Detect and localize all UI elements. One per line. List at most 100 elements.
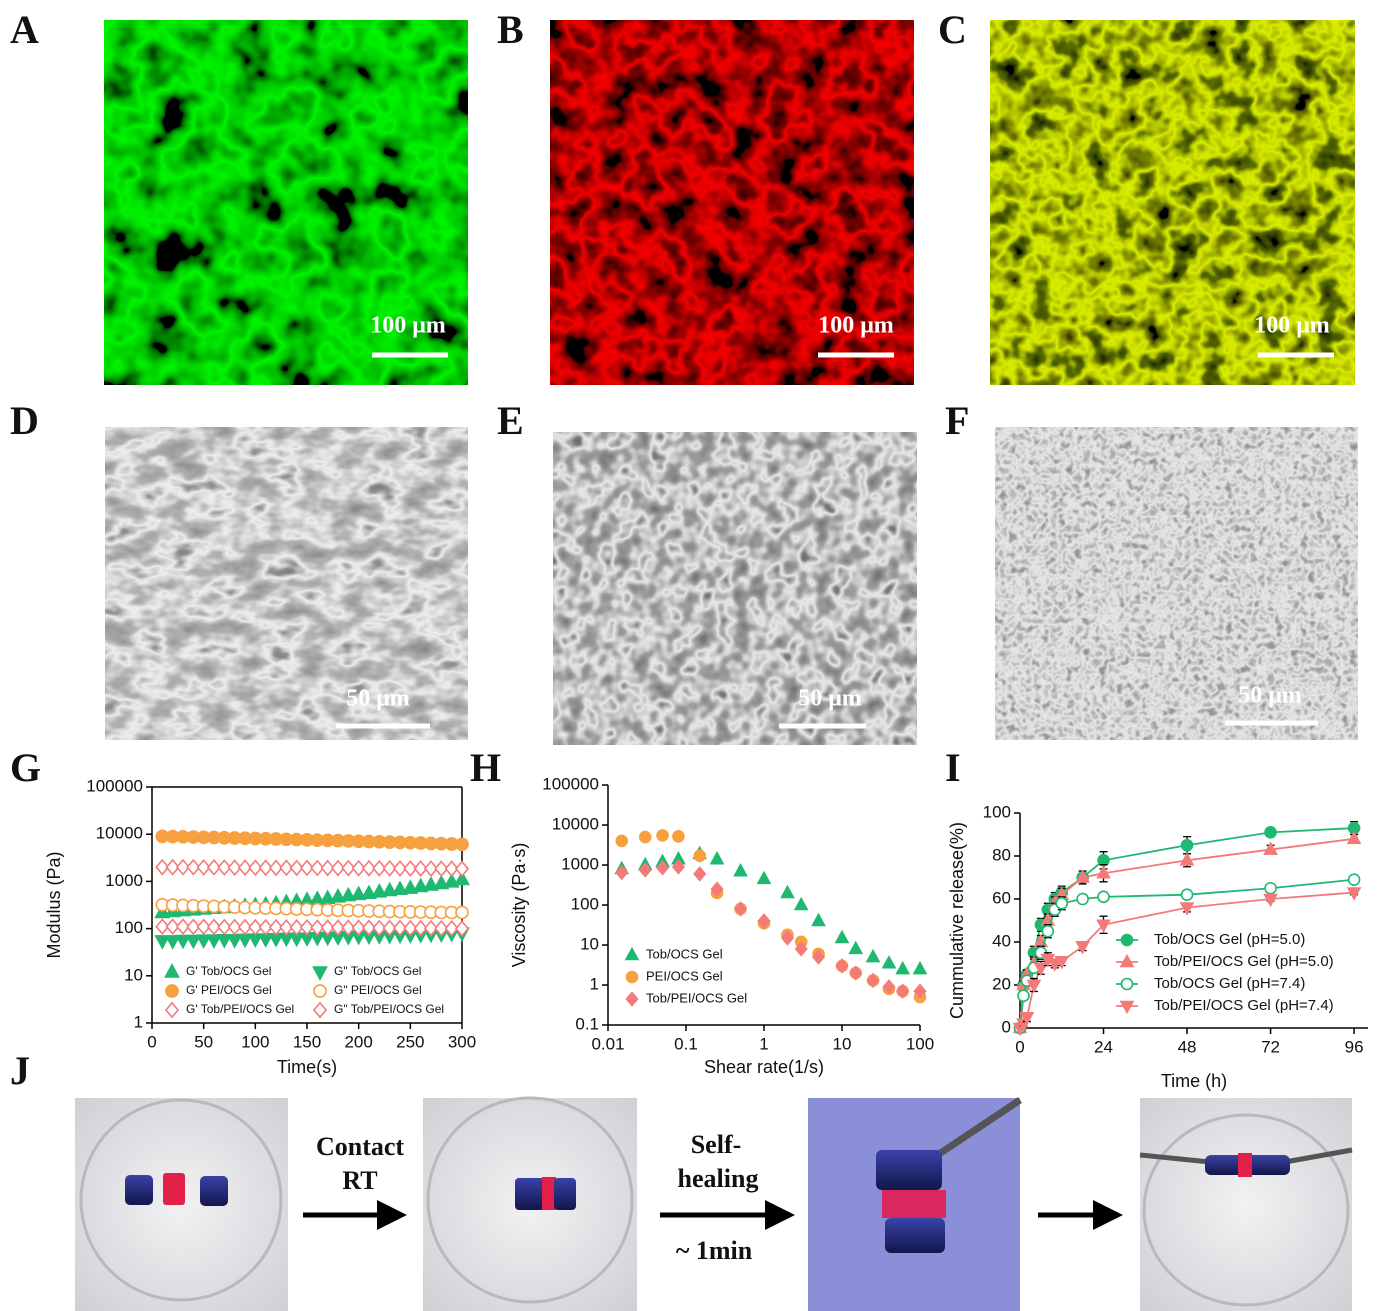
arrow-label: RT [342, 1166, 377, 1195]
marker [912, 960, 928, 975]
fluorescence-image [104, 20, 468, 385]
marker [638, 830, 652, 844]
marker [299, 919, 315, 936]
x-tick-label: 50 [194, 1032, 213, 1051]
scale-bar-label: 50 μm [1238, 683, 1302, 709]
marker [913, 983, 927, 999]
marker [403, 860, 418, 877]
marker [895, 960, 911, 975]
sem-image [105, 427, 468, 740]
panel-label: B [497, 7, 524, 52]
marker [227, 859, 242, 876]
scale-bar-label: 100 μm [818, 313, 894, 339]
marker [196, 918, 211, 936]
marker [165, 918, 180, 936]
panel-label: G [10, 745, 41, 790]
marker [341, 859, 356, 877]
x-tick-label: 0 [147, 1032, 156, 1051]
legend-marker [1119, 1000, 1135, 1015]
marker [693, 866, 707, 882]
x-tick-label: 96 [1345, 1037, 1364, 1056]
marker [1263, 893, 1278, 908]
x-tick-label: 200 [344, 1032, 372, 1051]
arrow-label: Contact [316, 1132, 404, 1161]
legend-marker [164, 1001, 180, 1019]
legend-marker [1120, 977, 1134, 991]
marker [756, 870, 772, 885]
marker [217, 918, 232, 936]
marker [289, 859, 304, 877]
legend-label: Tob/PEI/OCS Gel (pH=5.0) [1154, 953, 1334, 970]
marker [340, 886, 357, 902]
marker [423, 876, 439, 891]
marker [289, 919, 304, 936]
legend-marker [1119, 953, 1135, 968]
fluorescence-image [550, 20, 914, 385]
marker [866, 972, 880, 989]
marker [310, 859, 325, 877]
sem-image [995, 427, 1358, 740]
x-axis-title: Time(s) [277, 1057, 337, 1077]
photo [423, 1096, 637, 1311]
marker [165, 858, 180, 876]
y-tick-label: 0 [1002, 1017, 1011, 1036]
marker [1096, 919, 1111, 933]
legend-label: G" PEI/OCS Gel [334, 983, 422, 997]
panel-label: J [10, 1048, 30, 1093]
marker [371, 883, 388, 898]
marker [793, 896, 809, 911]
y-tick-label: 10 [580, 934, 599, 953]
legend-marker [624, 946, 640, 961]
x-tick-label: 250 [396, 1032, 424, 1051]
marker [330, 859, 346, 877]
y-tick-label: 1 [134, 1012, 143, 1031]
legend-label: G' Tob/PEI/OCS Gel [186, 1002, 294, 1016]
marker [392, 860, 408, 877]
marker [392, 919, 408, 937]
y-tick-label: 1000 [561, 854, 599, 873]
marker [403, 919, 418, 937]
arrow-note: ~ 1min [676, 1236, 753, 1265]
panel-label: I [945, 745, 961, 790]
marker [217, 859, 232, 876]
x-tick-label: 100 [906, 1034, 934, 1053]
marker [227, 918, 242, 936]
marker [206, 918, 222, 936]
marker [175, 858, 191, 876]
marker [672, 830, 685, 843]
marker [454, 870, 470, 886]
photo [1139, 1098, 1353, 1311]
scale-bar-label: 50 μm [346, 686, 410, 712]
legend-label: Tob/PEI/OCS Gel [646, 990, 747, 1005]
marker [1055, 896, 1069, 910]
legend-label: PEI/OCS Gel [646, 968, 723, 983]
marker [423, 919, 439, 937]
marker [1180, 838, 1194, 852]
marker [780, 930, 795, 946]
marker [433, 874, 450, 890]
marker [896, 983, 910, 999]
marker [361, 859, 377, 877]
panel-label: D [10, 398, 39, 443]
sem-image [553, 432, 917, 745]
marker [1096, 865, 1111, 879]
marker [434, 920, 449, 937]
marker [155, 858, 170, 876]
x-tick-label: 100 [241, 1032, 269, 1051]
marker [164, 935, 181, 950]
marker [1346, 887, 1362, 901]
y-tick-label: 100000 [542, 774, 599, 793]
marker [351, 919, 366, 937]
legend-marker [165, 984, 179, 998]
marker [372, 919, 387, 937]
x-axis-title: Shear rate(1/s) [704, 1057, 824, 1077]
marker [154, 935, 171, 950]
marker [835, 958, 849, 974]
y-tick-label: 0.1 [575, 1014, 599, 1033]
marker [351, 859, 366, 877]
marker [834, 929, 850, 944]
marker [811, 949, 826, 965]
marker [155, 918, 170, 936]
x-tick-label: 0.01 [591, 1034, 624, 1053]
